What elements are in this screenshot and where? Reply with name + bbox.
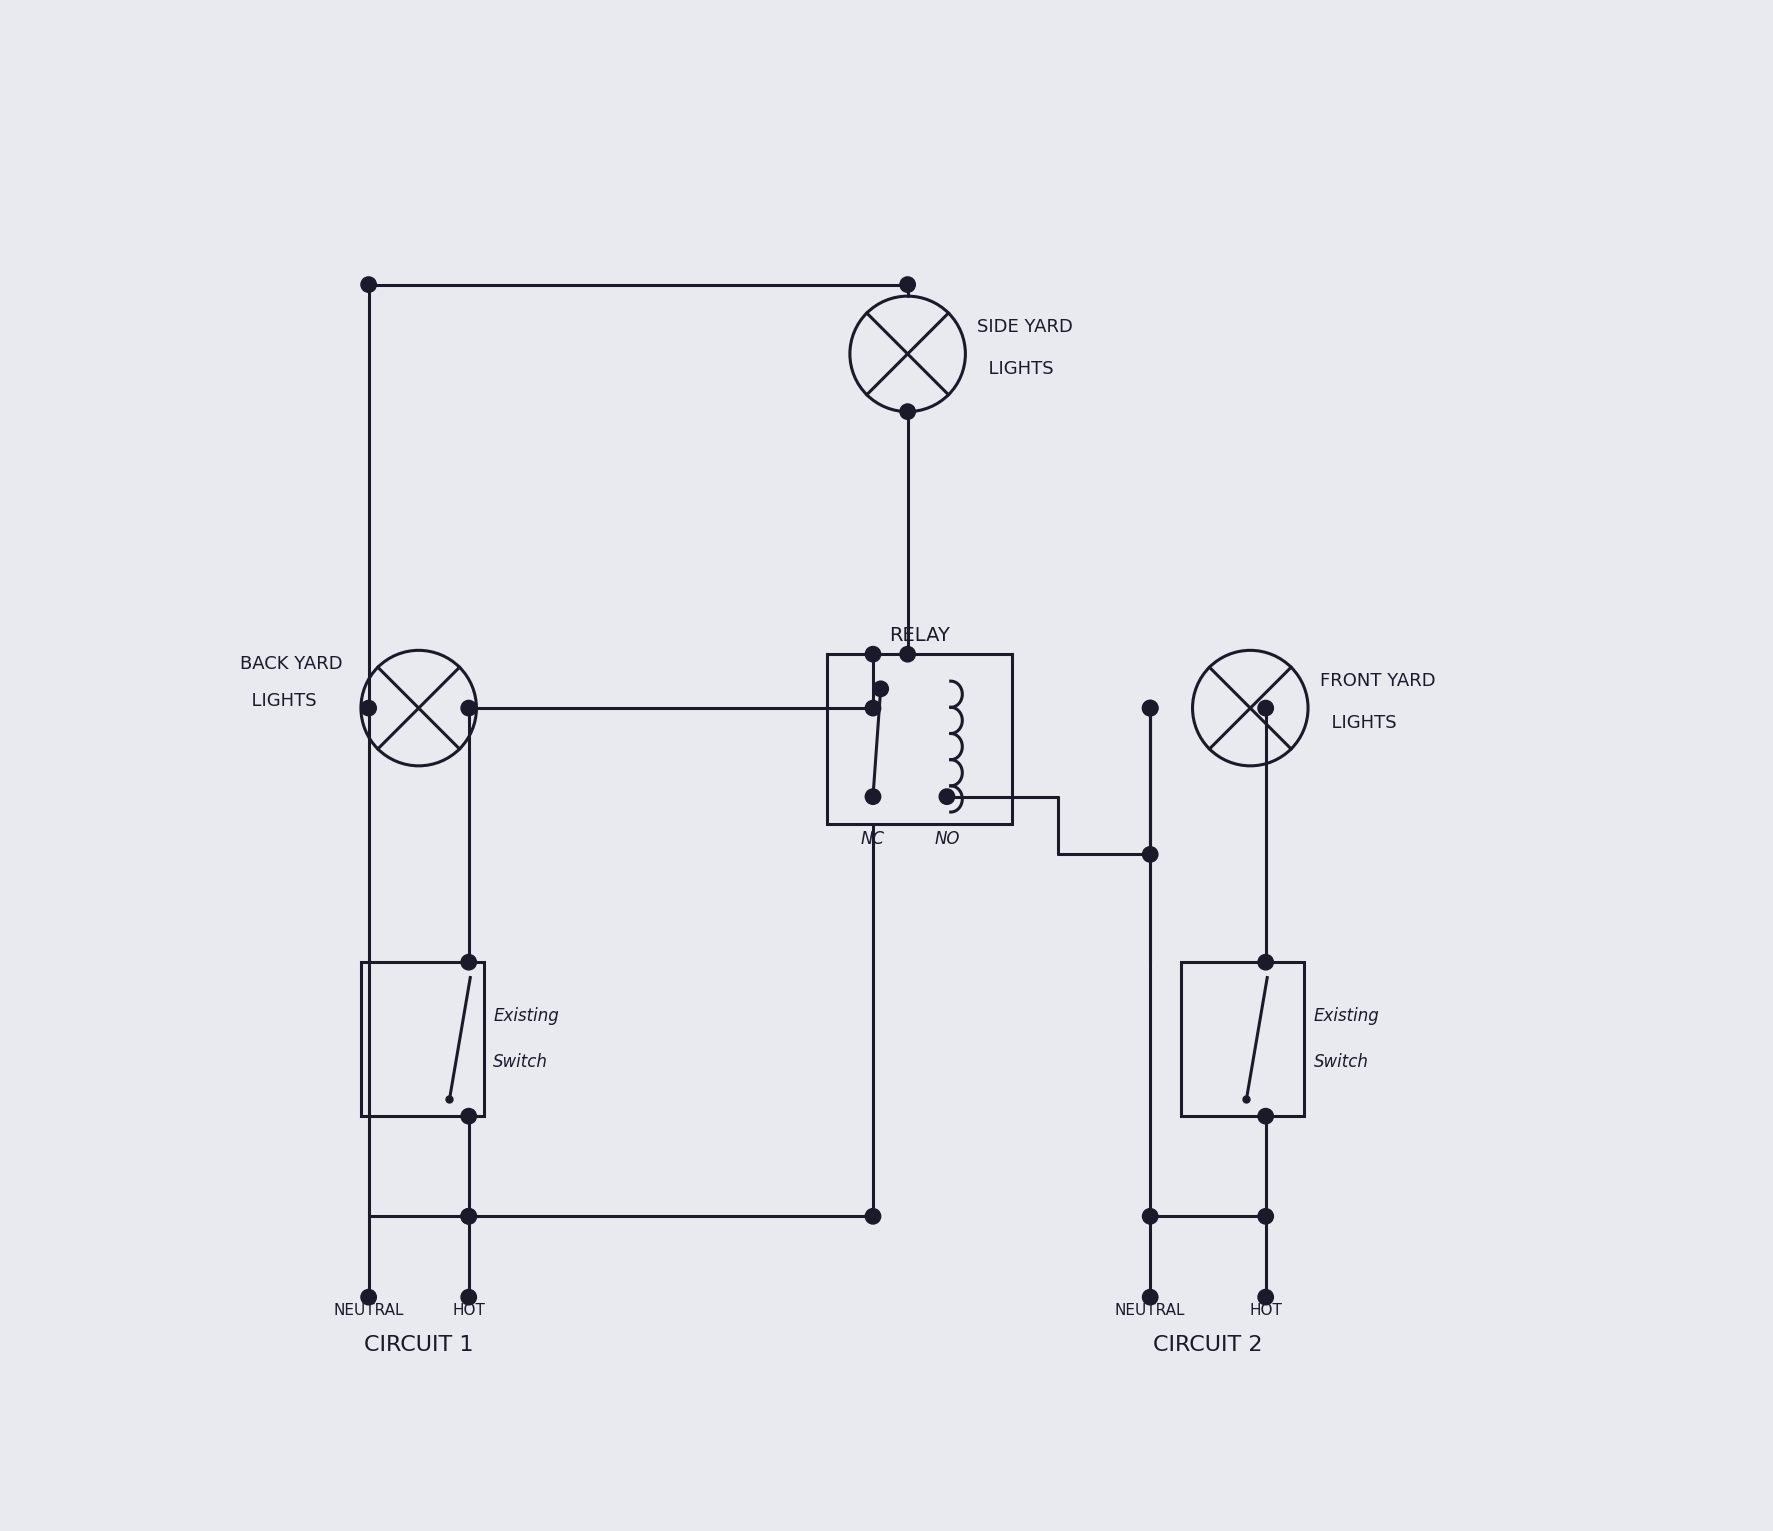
Text: NEUTRAL: NEUTRAL xyxy=(333,1303,404,1318)
Text: LIGHTS: LIGHTS xyxy=(239,692,317,710)
Circle shape xyxy=(1257,954,1273,971)
Text: CIRCUIT 1: CIRCUIT 1 xyxy=(363,1335,473,1355)
Text: BACK YARD: BACK YARD xyxy=(239,655,342,674)
Circle shape xyxy=(1257,1289,1273,1304)
Circle shape xyxy=(360,1289,376,1304)
Circle shape xyxy=(865,646,879,661)
Text: NC: NC xyxy=(860,830,885,848)
Circle shape xyxy=(360,700,376,717)
Circle shape xyxy=(899,277,915,292)
Circle shape xyxy=(461,1208,477,1223)
Circle shape xyxy=(899,646,915,661)
Bar xyxy=(360,961,484,1116)
Circle shape xyxy=(1142,1289,1158,1304)
Circle shape xyxy=(872,681,888,697)
Circle shape xyxy=(1257,1108,1273,1124)
Circle shape xyxy=(1142,1208,1158,1223)
Text: RELAY: RELAY xyxy=(888,626,949,645)
Text: Existing: Existing xyxy=(493,1007,558,1026)
Text: LIGHTS: LIGHTS xyxy=(1319,715,1395,732)
Text: NEUTRAL: NEUTRAL xyxy=(1113,1303,1184,1318)
Circle shape xyxy=(1142,700,1158,717)
Text: LIGHTS: LIGHTS xyxy=(977,360,1053,378)
Circle shape xyxy=(461,1208,477,1223)
Text: FRONT YARD: FRONT YARD xyxy=(1319,672,1434,690)
Text: CIRCUIT 2: CIRCUIT 2 xyxy=(1152,1335,1262,1355)
Circle shape xyxy=(899,404,915,419)
Circle shape xyxy=(1142,700,1158,717)
Circle shape xyxy=(1257,700,1273,717)
Circle shape xyxy=(461,954,477,971)
Circle shape xyxy=(360,277,376,292)
Bar xyxy=(1181,961,1303,1116)
Text: NO: NO xyxy=(934,830,959,848)
Circle shape xyxy=(1257,1208,1273,1223)
Text: Switch: Switch xyxy=(1312,1053,1367,1072)
Circle shape xyxy=(938,788,954,804)
Circle shape xyxy=(461,700,477,717)
Text: Existing: Existing xyxy=(1312,1007,1378,1026)
Circle shape xyxy=(461,1108,477,1124)
Circle shape xyxy=(1142,847,1158,862)
Text: Switch: Switch xyxy=(493,1053,548,1072)
Circle shape xyxy=(865,788,879,804)
Circle shape xyxy=(461,1289,477,1304)
Text: SIDE YARD: SIDE YARD xyxy=(977,318,1073,335)
Circle shape xyxy=(865,700,879,717)
Text: HOT: HOT xyxy=(452,1303,484,1318)
Text: HOT: HOT xyxy=(1248,1303,1282,1318)
Circle shape xyxy=(865,1208,879,1223)
Bar xyxy=(826,654,1011,824)
